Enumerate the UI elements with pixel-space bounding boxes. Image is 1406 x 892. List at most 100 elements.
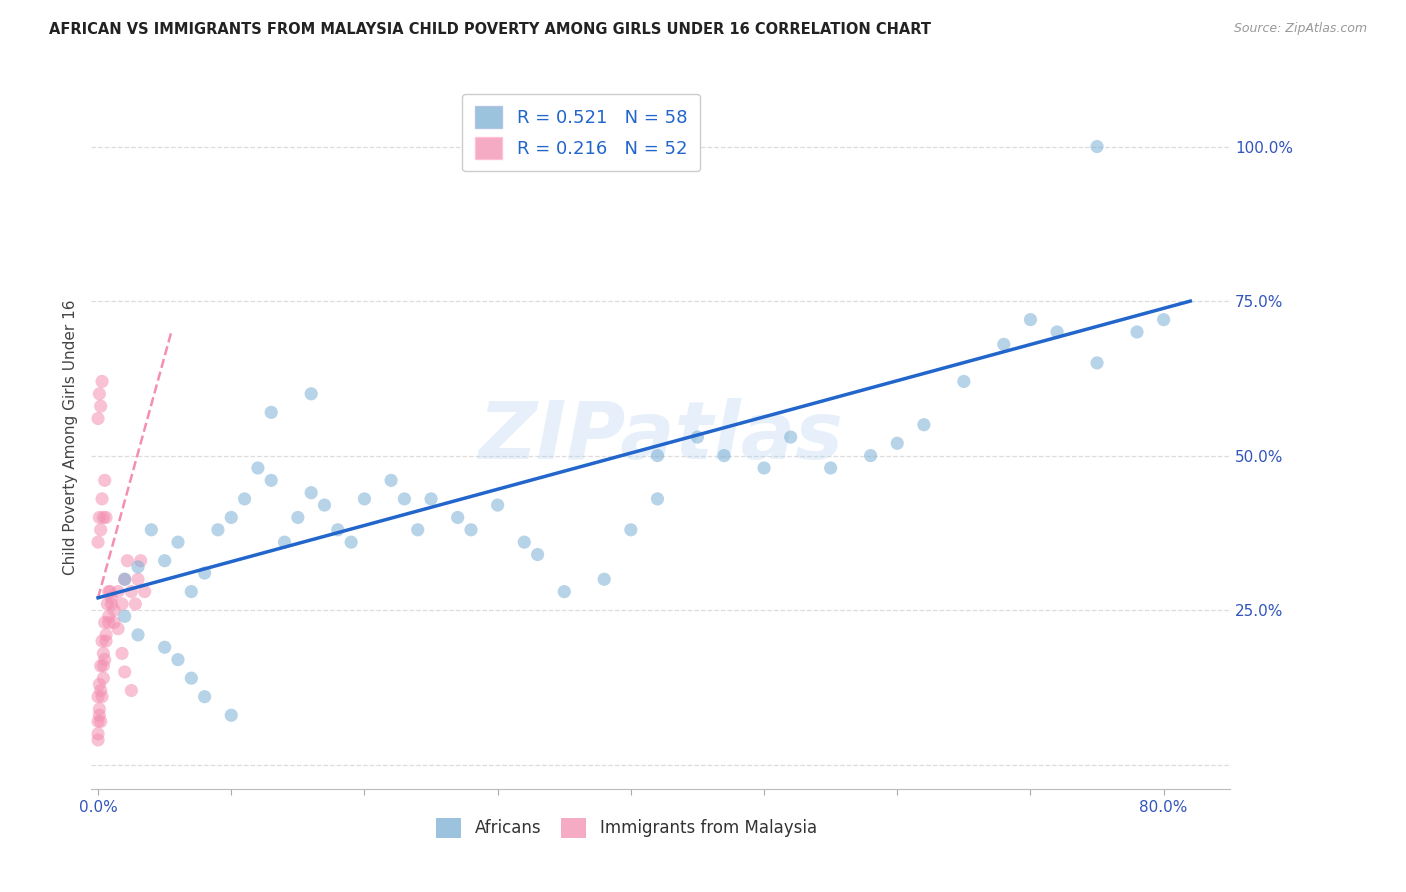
Point xyxy=(93,615,115,630)
Point xyxy=(91,634,114,648)
Point xyxy=(93,474,115,488)
Point xyxy=(89,702,111,716)
Point xyxy=(180,584,202,599)
Point xyxy=(273,535,295,549)
Point xyxy=(167,652,190,666)
Point xyxy=(447,510,470,524)
Point xyxy=(219,708,242,723)
Point xyxy=(1085,139,1108,153)
Point xyxy=(90,683,112,698)
Point xyxy=(87,690,110,704)
Y-axis label: Child Poverty Among Girls Under 16: Child Poverty Among Girls Under 16 xyxy=(62,300,77,574)
Point xyxy=(87,535,110,549)
Point xyxy=(127,572,149,586)
Point xyxy=(194,690,217,704)
Legend: Africans, Immigrants from Malaysia: Africans, Immigrants from Malaysia xyxy=(430,811,824,845)
Point xyxy=(686,430,709,444)
Point xyxy=(219,510,242,524)
Point xyxy=(87,727,110,741)
Point xyxy=(299,485,322,500)
Point xyxy=(90,399,112,413)
Point xyxy=(260,405,283,419)
Point xyxy=(153,640,176,655)
Point xyxy=(153,554,176,568)
Point xyxy=(97,615,120,630)
Point xyxy=(129,554,152,568)
Point xyxy=(194,566,217,580)
Point xyxy=(114,572,136,586)
Point xyxy=(90,658,112,673)
Point xyxy=(114,609,136,624)
Point xyxy=(526,548,548,562)
Point xyxy=(120,683,142,698)
Point xyxy=(953,375,976,389)
Point xyxy=(114,665,136,679)
Point xyxy=(100,597,122,611)
Point xyxy=(111,597,134,611)
Point xyxy=(406,523,429,537)
Point xyxy=(647,491,669,506)
Point xyxy=(103,615,125,630)
Point xyxy=(107,584,129,599)
Point xyxy=(127,628,149,642)
Point xyxy=(91,690,114,704)
Point xyxy=(207,523,229,537)
Point xyxy=(107,622,129,636)
Point xyxy=(167,535,190,549)
Point xyxy=(93,652,115,666)
Point xyxy=(93,658,115,673)
Point xyxy=(553,584,575,599)
Text: AFRICAN VS IMMIGRANTS FROM MALAYSIA CHILD POVERTY AMONG GIRLS UNDER 16 CORRELATI: AFRICAN VS IMMIGRANTS FROM MALAYSIA CHIL… xyxy=(49,22,931,37)
Point xyxy=(100,591,122,605)
Point xyxy=(260,474,283,488)
Point xyxy=(180,671,202,685)
Point xyxy=(380,474,402,488)
Point xyxy=(246,461,269,475)
Point xyxy=(993,337,1015,351)
Point xyxy=(314,498,336,512)
Point xyxy=(486,498,509,512)
Point xyxy=(117,554,139,568)
Point xyxy=(124,597,146,611)
Point xyxy=(103,603,125,617)
Point xyxy=(87,733,110,747)
Point xyxy=(859,449,882,463)
Point xyxy=(114,572,136,586)
Point xyxy=(94,628,117,642)
Point xyxy=(98,584,121,599)
Point xyxy=(89,386,111,401)
Point xyxy=(91,375,114,389)
Point xyxy=(1085,356,1108,370)
Point xyxy=(287,510,309,524)
Point xyxy=(97,584,120,599)
Point xyxy=(134,584,156,599)
Point xyxy=(90,523,112,537)
Point xyxy=(620,523,643,537)
Point xyxy=(326,523,349,537)
Point xyxy=(97,609,120,624)
Point xyxy=(90,714,112,729)
Point xyxy=(647,449,669,463)
Point xyxy=(1126,325,1149,339)
Point xyxy=(1019,312,1042,326)
Point xyxy=(93,671,115,685)
Point xyxy=(120,584,142,599)
Point xyxy=(912,417,935,432)
Text: ZIPatlas: ZIPatlas xyxy=(478,398,844,476)
Point xyxy=(1046,325,1069,339)
Point xyxy=(89,677,111,691)
Point xyxy=(111,647,134,661)
Point xyxy=(94,510,117,524)
Point xyxy=(353,491,375,506)
Point xyxy=(93,510,115,524)
Point xyxy=(593,572,616,586)
Point xyxy=(513,535,536,549)
Point xyxy=(93,647,115,661)
Point xyxy=(94,634,117,648)
Text: Source: ZipAtlas.com: Source: ZipAtlas.com xyxy=(1233,22,1367,36)
Point xyxy=(91,491,114,506)
Point xyxy=(89,708,111,723)
Point xyxy=(420,491,443,506)
Point xyxy=(1153,312,1175,326)
Point xyxy=(752,461,775,475)
